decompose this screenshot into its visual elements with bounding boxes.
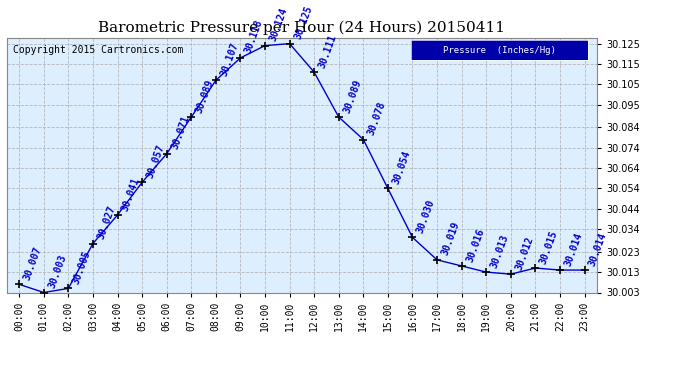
Text: 30.124: 30.124 — [268, 6, 289, 43]
Text: 30.027: 30.027 — [96, 204, 117, 241]
Text: 30.057: 30.057 — [145, 143, 166, 180]
Text: 30.089: 30.089 — [342, 78, 363, 114]
Text: 30.111: 30.111 — [317, 33, 338, 69]
Text: 30.015: 30.015 — [538, 229, 560, 265]
Text: 30.003: 30.003 — [46, 253, 68, 290]
Text: 30.107: 30.107 — [219, 41, 240, 78]
Text: 30.030: 30.030 — [415, 198, 437, 235]
Text: 30.012: 30.012 — [513, 235, 535, 272]
Text: 30.014: 30.014 — [563, 231, 584, 267]
Text: 30.005: 30.005 — [71, 249, 92, 286]
Text: 30.019: 30.019 — [440, 220, 462, 257]
Text: 30.016: 30.016 — [464, 226, 486, 263]
Text: 30.054: 30.054 — [391, 149, 412, 186]
Text: Copyright 2015 Cartronics.com: Copyright 2015 Cartronics.com — [13, 45, 183, 55]
Title: Barometric Pressure per Hour (24 Hours) 20150411: Barometric Pressure per Hour (24 Hours) … — [99, 21, 505, 35]
Text: 30.078: 30.078 — [366, 100, 388, 137]
Text: 30.014: 30.014 — [587, 231, 609, 267]
Text: 30.041: 30.041 — [120, 176, 141, 212]
Text: 30.118: 30.118 — [243, 19, 265, 55]
Text: 30.013: 30.013 — [489, 233, 511, 269]
Text: 30.007: 30.007 — [22, 245, 43, 282]
Text: 30.089: 30.089 — [194, 78, 215, 114]
Text: 30.125: 30.125 — [293, 4, 314, 41]
Text: 30.071: 30.071 — [170, 114, 191, 151]
